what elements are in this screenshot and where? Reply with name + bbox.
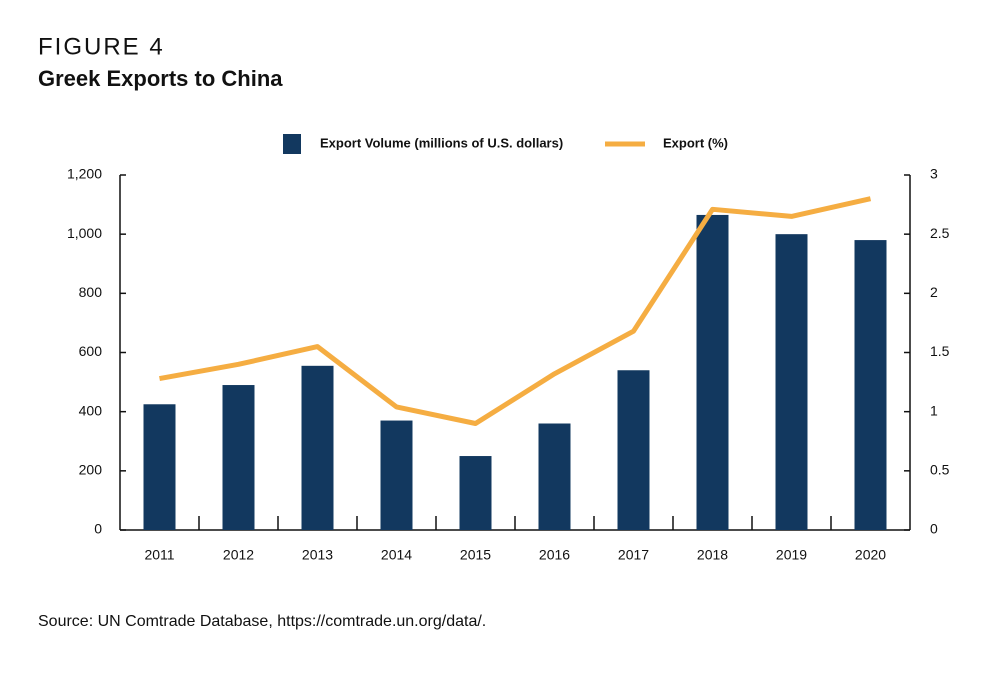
y2-tick-label: 0.5 [930, 462, 950, 478]
source-note: Source: UN Comtrade Database, https://co… [38, 613, 486, 630]
bar [617, 370, 650, 530]
x-tick-label: 2014 [381, 547, 412, 563]
bar [854, 240, 887, 531]
y-tick-label: 1,200 [67, 166, 102, 182]
bar [301, 365, 334, 530]
y-tick-label: 1,000 [67, 225, 102, 241]
x-tick-label: 2017 [618, 547, 649, 563]
y-tick-label: 0 [94, 521, 102, 537]
legend-swatch [283, 134, 301, 154]
x-tick-label: 2012 [223, 547, 254, 563]
y2-tick-label: 1.5 [930, 343, 950, 359]
y-tick-label: 200 [79, 462, 103, 478]
y2-tick-label: 2 [930, 284, 938, 300]
bar [380, 420, 413, 530]
y2-tick-label: 2.5 [930, 225, 950, 241]
figure-label: FIGURE 4 [38, 33, 165, 60]
bar [775, 234, 808, 530]
legend-label: Export (%) [663, 135, 728, 150]
bar [222, 385, 255, 530]
bar [696, 214, 729, 530]
y-tick-label: 600 [79, 343, 103, 359]
y-tick-label: 400 [79, 402, 103, 418]
bar [538, 423, 571, 530]
chart-title: Greek Exports to China [38, 66, 283, 91]
x-tick-label: 2015 [460, 547, 491, 563]
bar [143, 404, 176, 530]
y2-tick-label: 3 [930, 166, 938, 182]
x-tick-label: 2011 [144, 547, 174, 563]
x-tick-label: 2018 [697, 547, 728, 563]
x-tick-label: 2020 [855, 547, 886, 563]
y2-tick-label: 1 [930, 402, 938, 418]
legend-label: Export Volume (millions of U.S. dollars) [320, 135, 563, 150]
y2-tick-label: 0 [930, 521, 938, 537]
bar [459, 456, 492, 530]
x-tick-label: 2013 [302, 547, 333, 563]
x-tick-label: 2016 [539, 547, 570, 563]
y-tick-label: 800 [79, 284, 103, 300]
x-tick-label: 2019 [776, 547, 807, 563]
line [159, 196, 872, 426]
